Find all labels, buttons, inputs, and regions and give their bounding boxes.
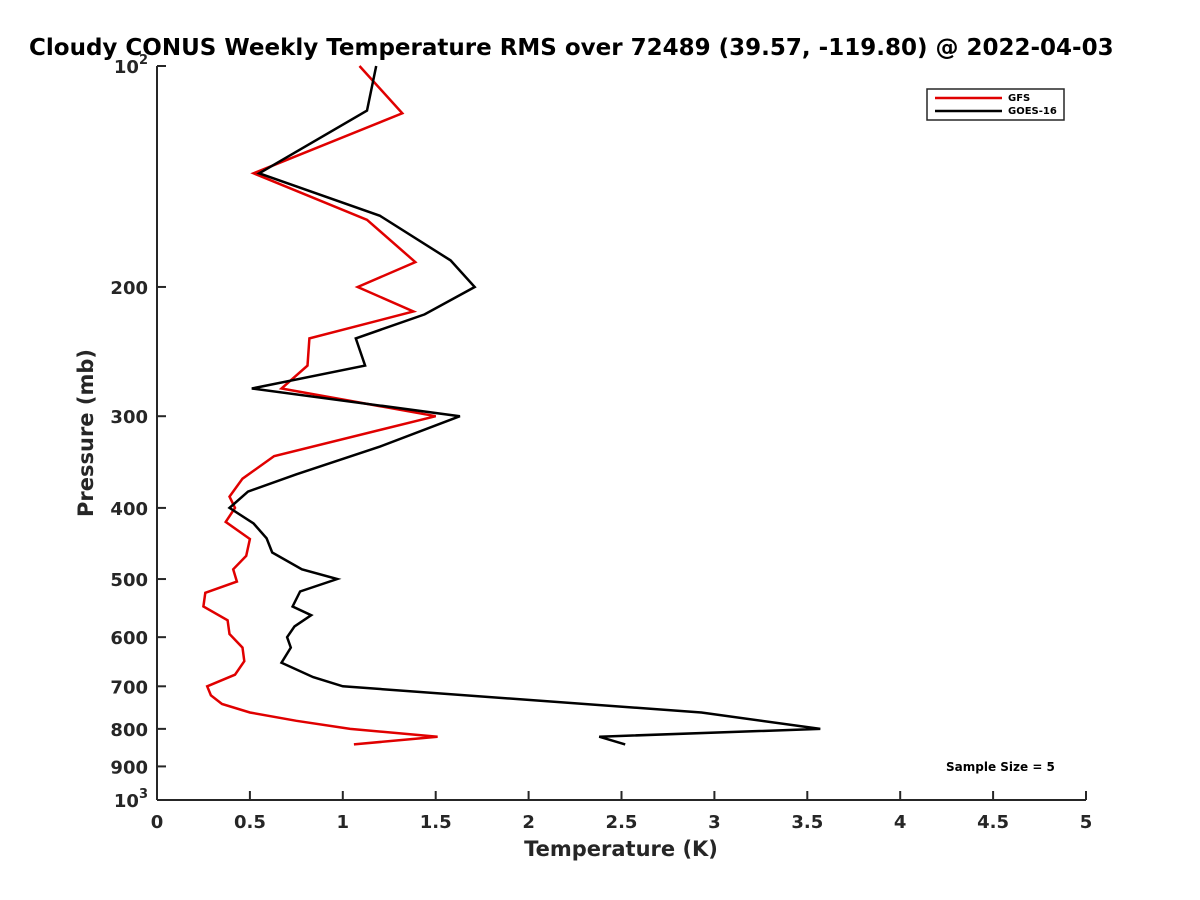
y-tick-label: 200 — [110, 278, 148, 299]
chart-title: Cloudy CONUS Weekly Temperature RMS over… — [29, 35, 1114, 61]
y-tick-label: 300 — [110, 407, 148, 428]
y-tick-label: 103 — [114, 787, 148, 812]
legend: GFS GOES-16 — [926, 88, 1065, 121]
y-tick-base: 10 — [114, 57, 139, 78]
y-tick-label: 102 — [114, 53, 148, 78]
y-tick-label: 700 — [110, 677, 148, 698]
x-tick-label: 4 — [894, 812, 907, 833]
x-axis-label: Temperature (K) — [524, 837, 718, 861]
series-line-gfs — [202, 65, 438, 746]
y-tick-base: 10 — [114, 791, 139, 812]
y-tick-label: 600 — [110, 628, 148, 649]
x-tick-label: 4.5 — [977, 812, 1009, 833]
legend-label-goes16: GOES-16 — [1008, 106, 1057, 117]
x-tick-label: 2.5 — [606, 812, 638, 833]
x-tick-label: 2 — [522, 812, 535, 833]
y-axis-label: Pressure (mb) — [74, 349, 98, 517]
x-tick-label: 5 — [1080, 812, 1093, 833]
x-tick-label: 0.5 — [234, 812, 266, 833]
x-tick-label: 1.5 — [420, 812, 452, 833]
y-tick-label: 800 — [110, 720, 148, 741]
x-tick-label: 0 — [151, 812, 164, 833]
y-tick-exponent: 3 — [139, 787, 148, 802]
legend-label-gfs: GFS — [1008, 93, 1030, 104]
y-tick-label: 500 — [110, 570, 148, 591]
sample-size-annotation: Sample Size = 5 — [946, 760, 1055, 774]
y-tick-exponent: 2 — [139, 53, 148, 68]
x-ticks: 0 0.5 1 1.5 2 2.5 3 3.5 4 4.5 5 — [151, 791, 1093, 833]
x-tick-label: 1 — [337, 812, 350, 833]
series-line-goes16 — [227, 65, 821, 746]
x-tick-label: 3 — [708, 812, 721, 833]
y-tick-label: 900 — [110, 757, 148, 778]
y-tick-label: 400 — [110, 499, 148, 520]
x-tick-label: 3.5 — [791, 812, 823, 833]
legend-box — [926, 88, 1065, 121]
series-layer — [202, 65, 821, 746]
